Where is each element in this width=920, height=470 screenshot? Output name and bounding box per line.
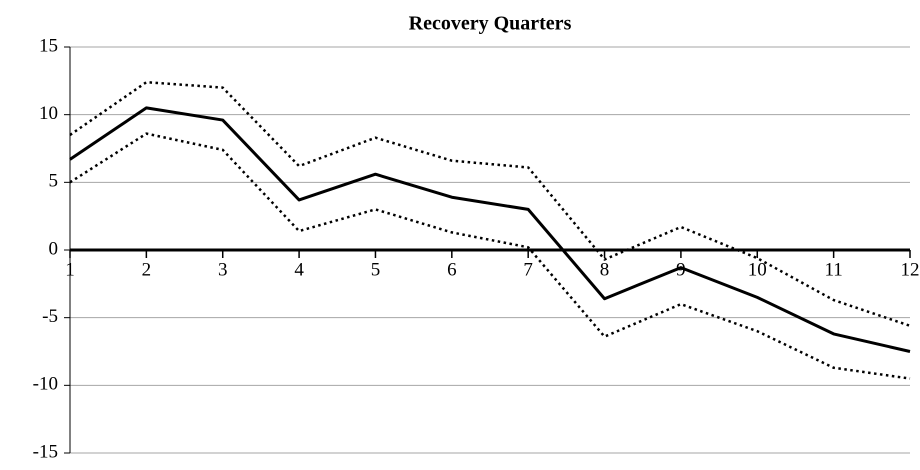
x-tick-label: 11 [824, 259, 842, 280]
y-tick-label: 15 [39, 35, 58, 56]
x-tick-label: 10 [748, 259, 767, 280]
y-tick-label: -5 [42, 306, 58, 327]
chart-title: Recovery Quarters [409, 13, 572, 35]
y-tick-label: -15 [33, 441, 58, 462]
x-tick-label: 8 [600, 259, 610, 280]
x-tick-label: 2 [142, 259, 152, 280]
x-tick-label: 3 [218, 259, 228, 280]
x-tick-label: 7 [523, 259, 533, 280]
line-series [69, 106, 911, 353]
line-series [69, 80, 911, 327]
y-tick-label: -10 [33, 374, 58, 395]
x-tick-label: 4 [294, 259, 304, 280]
x-tick-label: 1 [65, 259, 75, 280]
y-tick-label: 10 [39, 103, 58, 124]
x-tick-label: 6 [447, 259, 457, 280]
y-tick-label: 5 [49, 171, 59, 192]
line-series [69, 132, 911, 380]
x-tick-label: 5 [371, 259, 381, 280]
y-tick-label: 0 [49, 238, 59, 259]
x-tick-label: 9 [676, 259, 686, 280]
x-tick-label: 12 [901, 259, 920, 280]
